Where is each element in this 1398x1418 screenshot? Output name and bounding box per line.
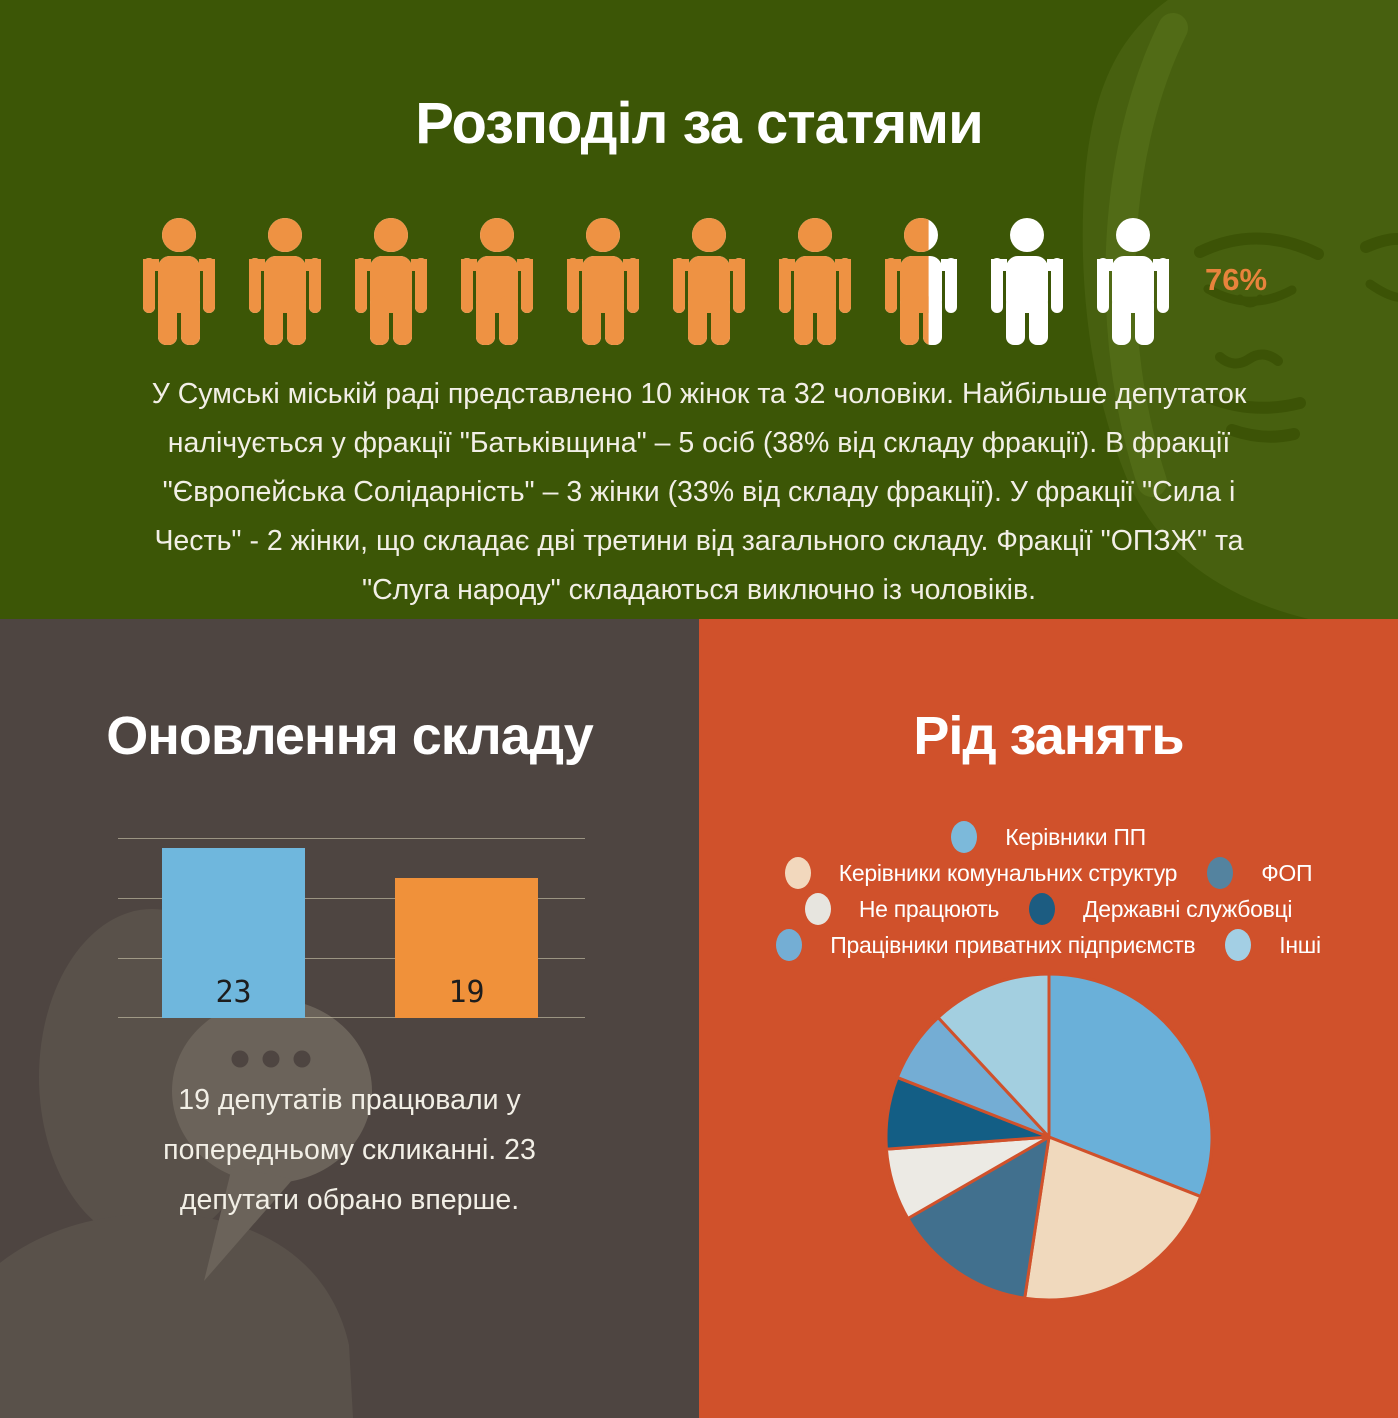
legend-color-dot-icon (784, 857, 811, 889)
gender-title: Розподіл за статями (415, 91, 984, 156)
person-icon-male (353, 218, 429, 345)
person-icon-female (989, 218, 1065, 345)
legend-item: Не працюють (804, 893, 1000, 925)
renewal-bar-chart: 23 19 (118, 838, 585, 1018)
occupation-title: Рід занять (913, 706, 1184, 766)
person-icon-male (565, 218, 641, 345)
legend-label: Не працюють (858, 895, 1000, 922)
legend-row: Не працюють Державні службовці (804, 891, 1292, 927)
person-icon-male (459, 218, 535, 345)
gender-panel: Розподіл за статями 76% У Сумські міські… (0, 0, 1398, 619)
legend-label: Керівники ПП (1005, 823, 1146, 850)
people-pictogram-chart (141, 218, 1171, 345)
bar-value-label: 19 (448, 975, 485, 1010)
legend-color-dot-icon (1029, 893, 1056, 925)
bar-1: 19 (395, 878, 538, 1018)
legend-color-dot-icon (951, 821, 978, 853)
legend-color-dot-icon (1207, 857, 1234, 889)
legend-row: Керівники комунальних структур ФОП (784, 855, 1313, 891)
gridline (118, 898, 585, 899)
pie-slice-1 (1022, 1135, 1202, 1302)
legend-item: Державні службовці (1029, 893, 1292, 925)
pie-chart-svg (884, 972, 1213, 1302)
gridline (118, 958, 585, 959)
legend-label: Державні службовці (1083, 895, 1293, 922)
person-icon-male (777, 218, 853, 345)
person-icon-male (671, 218, 747, 345)
occupation-panel: Рід занять Керівники ПП Керівники комунал… (699, 619, 1398, 1418)
legend-label: ФОП (1261, 859, 1313, 886)
legend-color-dot-icon (804, 893, 831, 925)
legend-label: Працівники приватних підприємств (830, 931, 1196, 958)
legend-row: Працівники приватних підприємств Інші (776, 927, 1321, 963)
legend-item: Керівники ПП (951, 821, 1146, 853)
person-icon-female (1095, 218, 1171, 345)
person-icon-split (883, 218, 959, 345)
renewal-paragraph: 19 депутатів працювали у попередньому ск… (163, 1084, 536, 1216)
person-icon-male (141, 218, 217, 345)
male-percent-label: 76% (1205, 262, 1268, 297)
legend-item: Працівники приватних підприємств (776, 929, 1196, 961)
legend-item: Керівники комунальних структур (784, 857, 1178, 889)
legend-color-dot-icon (1225, 929, 1252, 961)
gender-paragraph: У Сумські міській раді представлено 10 ж… (151, 378, 1247, 606)
bar-value-label: 23 (215, 975, 252, 1010)
legend-color-dot-icon (776, 929, 803, 961)
legend-item: Інші (1225, 929, 1321, 961)
legend-row: Керівники ПП (951, 819, 1146, 855)
pie-legend: Керівники ПП Керівники комунальних структ… (699, 819, 1398, 963)
legend-label: Керівники комунальних структур (838, 859, 1178, 886)
person-icon-male (247, 218, 323, 345)
renewal-title: Оновлення складу (106, 706, 593, 766)
bar-0: 23 (162, 848, 305, 1018)
legend-item: ФОП (1207, 857, 1313, 889)
renewal-panel: Оновлення складу 23 19 19 депутатів працю… (0, 619, 699, 1418)
legend-label: Інші (1279, 931, 1321, 958)
pie-slice-0 (1047, 972, 1213, 1199)
gridline (118, 838, 585, 839)
pie-slice-2 (905, 1135, 1050, 1300)
pie-slice-6 (936, 972, 1050, 1139)
occupation-pie-chart (879, 967, 1219, 1312)
